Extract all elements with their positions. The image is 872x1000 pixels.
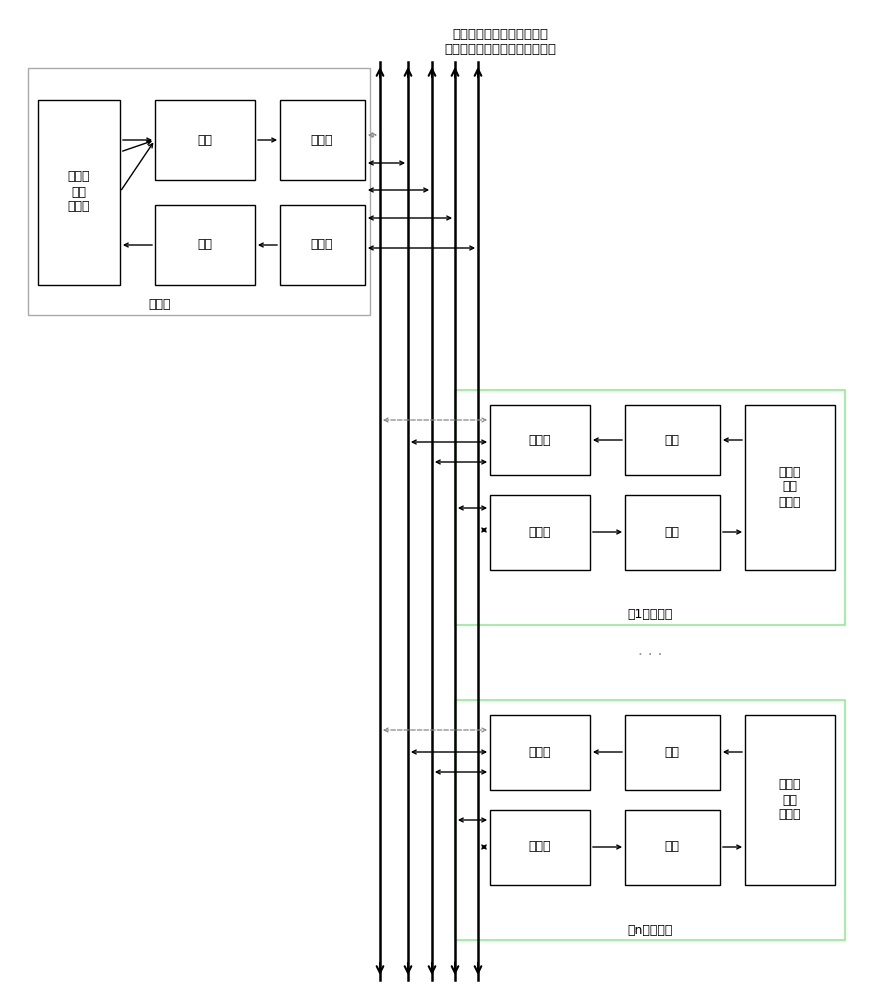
Text: 并转串: 并转串: [528, 434, 551, 446]
Text: 主站点
通信
控制器: 主站点 通信 控制器: [68, 170, 90, 214]
Bar: [490, 495, 590, 570]
Bar: [280, 205, 365, 285]
Text: 从站点
通信
控制器: 从站点 通信 控制器: [779, 466, 801, 508]
Text: 主站点: 主站点: [149, 298, 171, 311]
Bar: [625, 810, 720, 885]
Text: 并转串: 并转串: [528, 746, 551, 758]
Bar: [745, 405, 835, 570]
Bar: [38, 100, 120, 285]
Bar: [490, 715, 590, 790]
Text: 解码: 解码: [197, 238, 213, 251]
Bar: [155, 100, 255, 180]
Text: 第n路从站点: 第n路从站点: [627, 924, 672, 936]
Bar: [455, 700, 845, 940]
Bar: [28, 68, 370, 315]
Bar: [625, 495, 720, 570]
Text: · · ·: · · ·: [637, 648, 662, 662]
Bar: [745, 715, 835, 885]
Text: 串转并: 串转并: [528, 526, 551, 538]
Bar: [280, 100, 365, 180]
Bar: [455, 390, 845, 625]
Text: 解码: 解码: [664, 840, 679, 853]
Bar: [490, 810, 590, 885]
Bar: [625, 405, 720, 475]
Bar: [155, 205, 255, 285]
Bar: [490, 405, 590, 475]
Text: 共五条数据通道，四条处于
工作状态，另一条处于备份状态: 共五条数据通道，四条处于 工作状态，另一条处于备份状态: [444, 28, 556, 56]
Bar: [625, 715, 720, 790]
Text: 串转并: 串转并: [528, 840, 551, 853]
Text: 并转串: 并转串: [310, 133, 333, 146]
Text: 编码: 编码: [197, 133, 213, 146]
Text: 第1路从站点: 第1路从站点: [627, 608, 672, 621]
Text: 从站点
通信
控制器: 从站点 通信 控制器: [779, 779, 801, 822]
Text: 编码: 编码: [664, 434, 679, 446]
Text: 串转并: 串转并: [310, 238, 333, 251]
Text: 编码: 编码: [664, 746, 679, 758]
Text: 解码: 解码: [664, 526, 679, 538]
